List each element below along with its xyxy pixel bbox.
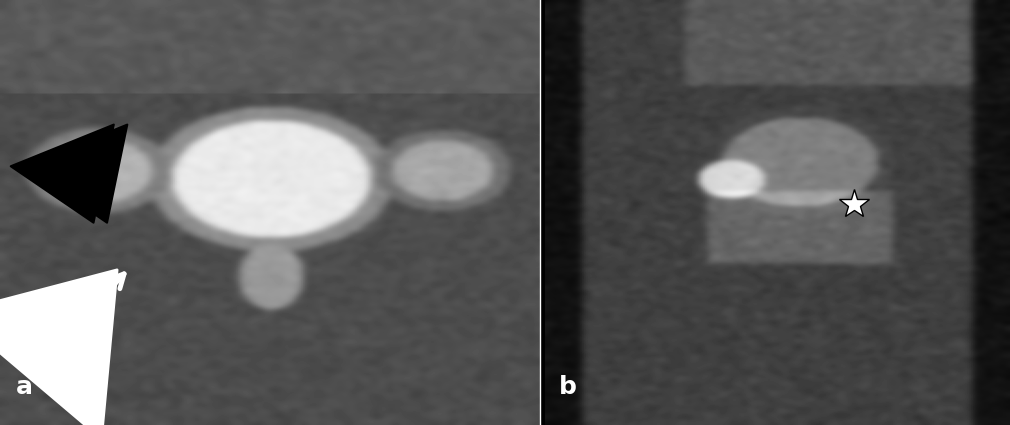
Text: a: a — [16, 376, 33, 399]
Text: b: b — [560, 376, 577, 399]
